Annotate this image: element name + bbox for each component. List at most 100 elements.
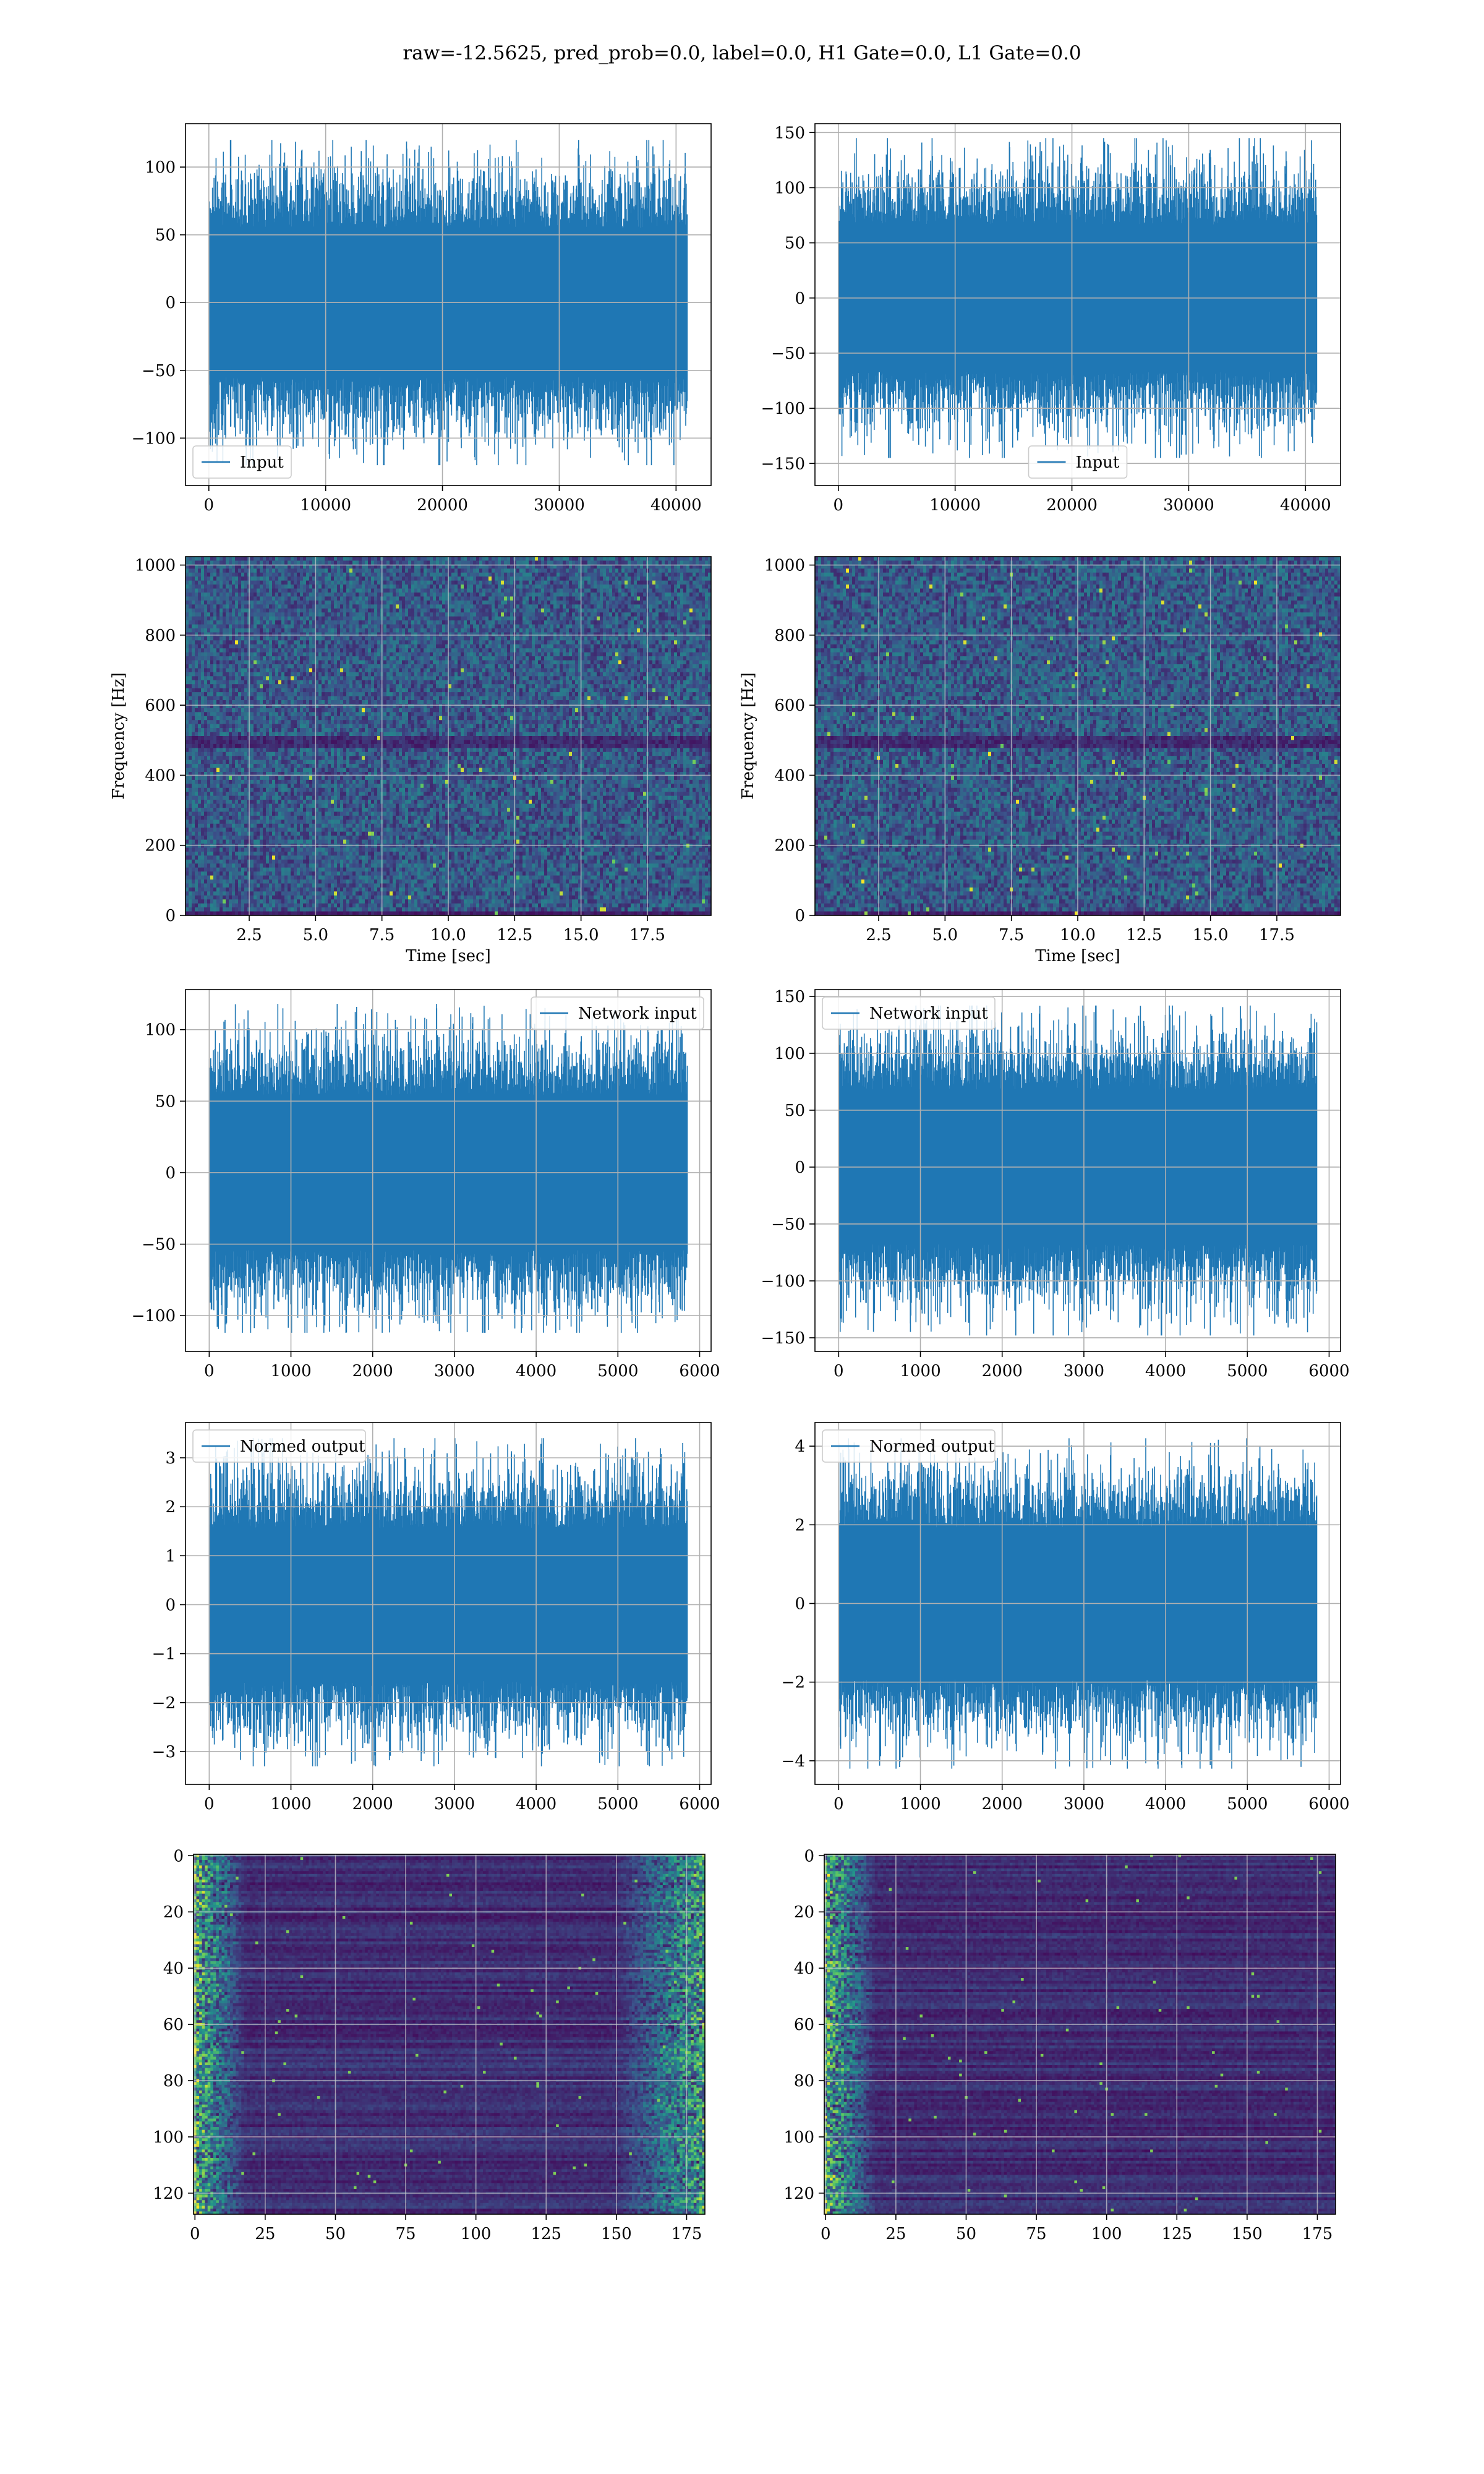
- spectrogram-left-xtick-label: 7.5: [369, 926, 394, 944]
- feature-map-left-ytick-label: 20: [163, 1903, 184, 1922]
- spectrogram-left-xtick-label: 15.0: [563, 926, 599, 944]
- network-input-left-xtick-label: 2000: [352, 1362, 393, 1380]
- normed-output-left-ytick-label: −3: [152, 1743, 176, 1761]
- network-input-left-xtick-label: 6000: [679, 1362, 720, 1380]
- network-input-right-ytick-label: −100: [761, 1272, 805, 1291]
- network-input-right-xtick-label: 5000: [1227, 1362, 1268, 1380]
- normed-output-right-xtick-label: 3000: [1064, 1795, 1104, 1813]
- network-input-left-legend-label: Network input: [578, 1004, 697, 1023]
- input-left-xtick-label: 0: [204, 496, 215, 515]
- network-input-left-ytick-label: 100: [145, 1021, 176, 1040]
- spectrogram-left-ytick-label: 400: [145, 766, 176, 785]
- spectrogram-left-xtick-label: 12.5: [497, 926, 532, 944]
- input-right-ytick-label: −50: [771, 345, 805, 363]
- feature-map-left-xtick-label: 75: [396, 2225, 416, 2243]
- feature-map-right-xtick-label: 125: [1161, 2225, 1192, 2243]
- input-right-xtick-label: 20000: [1046, 496, 1098, 515]
- feature-map-left-xtick-label: 0: [190, 2225, 200, 2243]
- normed-output-left-ytick-label: 0: [165, 1596, 176, 1614]
- normed-output-left-xtick-label: 6000: [679, 1795, 720, 1813]
- network-input-left-chart: 0 1000 2000 3000 4000 5000 6000−100−50050100Ne…: [93, 983, 723, 1413]
- spectrogram-right-xtick-label: 7.5: [999, 926, 1024, 944]
- normed-output-right-legend-label: Normed output: [869, 1437, 995, 1456]
- spectrogram-left-chart: 2.5 5.0 7.5 10.0 12.5 15.0 17.5020040060080010…: [93, 550, 723, 977]
- normed-output-right-legend: Normed output: [822, 1430, 995, 1462]
- feature-map-left-ytick-label: 100: [153, 2128, 184, 2147]
- network-input-right-xtick-label: 6000: [1308, 1362, 1349, 1380]
- network-input-left-ytick-label: −50: [142, 1236, 176, 1254]
- network-input-right-xtick-label: 0: [834, 1362, 844, 1380]
- normed-output-left-legend-label: Normed output: [240, 1437, 365, 1456]
- spectrogram-left-ylabel: Frequency [Hz]: [109, 672, 128, 800]
- feature-map-left-xtick-label: 100: [461, 2225, 492, 2243]
- spectrogram-right-ytick-label: 200: [774, 837, 805, 855]
- normed-output-left-plot-area: [209, 1438, 687, 1766]
- normed-output-left-axes: 0 1000 2000 3000 4000 5000 6000−3−2−10123Norme…: [152, 1423, 720, 1813]
- normed-output-right-xtick-label: 1000: [900, 1795, 940, 1813]
- feature-map-left-ytick-label: 80: [163, 2072, 184, 2091]
- spectrogram-left-ytick-label: 600: [145, 696, 176, 715]
- normed-output-right-ytick-label: −4: [782, 1752, 805, 1771]
- network-input-right-chart: 0 1000 2000 3000 4000 5000 6000−150−100−500501…: [722, 983, 1353, 1413]
- feature-map-left-ytick-label: 40: [163, 1959, 184, 1978]
- network-input-left-xtick-label: 0: [204, 1362, 215, 1380]
- spectrogram-right-xlabel: Time [sec]: [1035, 947, 1120, 965]
- input-right-ytick-label: −150: [761, 455, 805, 473]
- network-input-left-ytick-label: −100: [132, 1307, 176, 1325]
- spectrogram-left-ytick-label: 1000: [135, 557, 176, 575]
- feature-map-right-ytick-label: 80: [794, 2072, 814, 2091]
- feature-map-right-xtick-label: 100: [1091, 2225, 1122, 2243]
- feature-map-left-ytick-label: 120: [153, 2185, 184, 2203]
- network-input-right-plot-area: [838, 1006, 1316, 1335]
- network-input-left-xtick-label: 3000: [434, 1362, 475, 1380]
- network-input-right-axes: 0 1000 2000 3000 4000 5000 6000−150−100−500501…: [761, 988, 1350, 1380]
- spectrogram-right-axes: 2.5 5.0 7.5 10.0 12.5 15.0 17.5020040060080010…: [739, 557, 1341, 965]
- spectrogram-left-xlabel: Time [sec]: [406, 947, 491, 965]
- network-input-right-series-line: [838, 1006, 1316, 1335]
- spectrogram-left-xtick-label: 2.5: [236, 926, 262, 944]
- feature-map-left-ytick-label: 60: [163, 2016, 184, 2034]
- spectrogram-right-xtick-label: 12.5: [1126, 926, 1162, 944]
- normed-output-right-ytick-label: 4: [795, 1437, 805, 1456]
- spectrogram-right-ytick-label: 800: [774, 627, 805, 645]
- spectrogram-right-xtick-label: 17.5: [1259, 926, 1295, 944]
- network-input-left-xtick-label: 4000: [516, 1362, 556, 1380]
- input-right-ytick-label: −100: [761, 400, 805, 418]
- network-input-right-xtick-label: 1000: [900, 1362, 940, 1380]
- normed-output-left-xtick-label: 3000: [434, 1795, 475, 1813]
- spectrogram-left-xtick-label: 5.0: [303, 926, 328, 944]
- normed-output-left-ytick-label: −2: [152, 1694, 176, 1713]
- network-input-right-legend-label: Network input: [869, 1004, 988, 1023]
- feature-map-left-xtick-label: 50: [325, 2225, 346, 2243]
- feature-map-right-ytick-label: 20: [794, 1903, 814, 1922]
- feature-map-left-xtick-label: 150: [601, 2225, 632, 2243]
- spectrogram-left-ytick-label: 800: [145, 627, 176, 645]
- network-input-right-xtick-label: 4000: [1145, 1362, 1186, 1380]
- normed-output-left-xtick-label: 2000: [352, 1795, 393, 1813]
- normed-output-left-ytick-label: 3: [165, 1449, 176, 1468]
- normed-output-right-ytick-label: 2: [795, 1516, 805, 1534]
- feature-map-right-xtick-label: 0: [821, 2225, 831, 2243]
- figure-title: raw=-12.5625, pred_prob=0.0, label=0.0, …: [0, 42, 1484, 64]
- normed-output-right-xtick-label: 6000: [1308, 1795, 1349, 1813]
- network-input-right-ytick-label: −150: [761, 1329, 805, 1348]
- network-input-left-xtick-label: 1000: [270, 1362, 311, 1380]
- spectrogram-left-ytick-label: 0: [165, 907, 176, 925]
- spectrogram-right-ylabel: Frequency [Hz]: [739, 672, 757, 800]
- spectrogram-right-xtick-label: 10.0: [1060, 926, 1096, 944]
- network-input-right-ytick-label: 50: [785, 1102, 805, 1120]
- input-right-xtick-label: 10000: [929, 496, 981, 515]
- network-input-right-ytick-label: 0: [795, 1158, 805, 1177]
- input-right-legend-label: Input: [1076, 453, 1120, 472]
- input-right-ytick-label: 0: [795, 289, 805, 308]
- normed-output-right-xtick-label: 0: [834, 1795, 844, 1813]
- spectrogram-right-chart: 2.5 5.0 7.5 10.0 12.5 15.0 17.5020040060080010…: [722, 550, 1353, 977]
